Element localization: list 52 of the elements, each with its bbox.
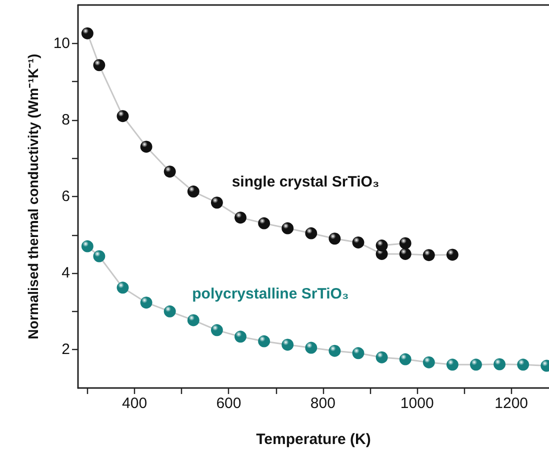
- y-tick-label: 10: [53, 34, 70, 52]
- point: [399, 237, 412, 250]
- point: [446, 248, 458, 261]
- point: [470, 358, 482, 371]
- x-tick-label: 1000: [400, 395, 434, 412]
- point: [446, 358, 458, 371]
- point: [187, 314, 200, 326]
- point: [93, 59, 106, 72]
- point: [116, 282, 129, 294]
- point: [282, 222, 294, 234]
- y-tick-label: 4: [62, 264, 70, 282]
- point: [140, 140, 152, 153]
- point: [164, 166, 176, 178]
- point: [399, 248, 412, 260]
- point: [140, 296, 152, 309]
- x-axis-title: Temperature (K): [256, 431, 371, 448]
- y-tick-label: 8: [62, 111, 70, 128]
- point: [352, 236, 364, 248]
- point: [93, 250, 106, 262]
- point: [81, 240, 94, 252]
- point: [352, 347, 364, 360]
- point: [305, 227, 318, 240]
- y-tick-label: 2: [62, 341, 70, 358]
- point: [258, 335, 270, 348]
- point: [116, 110, 129, 122]
- point: [305, 342, 318, 354]
- series-label: single crystal SrTiO₃: [232, 173, 380, 190]
- y-axis-title: Normalised thermal conductivity (Wm⁻¹K⁻¹): [25, 54, 41, 340]
- series-label: polycrystalline SrTiO₃: [192, 286, 349, 303]
- point: [164, 305, 176, 318]
- point: [328, 344, 341, 357]
- point: [210, 324, 223, 336]
- x-tick-label: 600: [216, 395, 242, 412]
- point: [399, 353, 412, 366]
- point: [494, 358, 506, 370]
- x-tick-label: 1200: [494, 395, 528, 412]
- point: [422, 249, 435, 262]
- point: [282, 338, 294, 351]
- y-tick-label: 6: [62, 188, 70, 205]
- point: [517, 358, 530, 371]
- point: [376, 351, 388, 364]
- point: [81, 27, 94, 40]
- point: [376, 240, 388, 252]
- x-tick-label: 800: [310, 395, 336, 412]
- point: [187, 186, 200, 198]
- point: [258, 217, 270, 230]
- point: [210, 196, 223, 209]
- point: [234, 212, 246, 224]
- point: [328, 232, 341, 245]
- point: [234, 330, 246, 343]
- point: [422, 356, 435, 368]
- x-tick-label: 400: [122, 395, 148, 412]
